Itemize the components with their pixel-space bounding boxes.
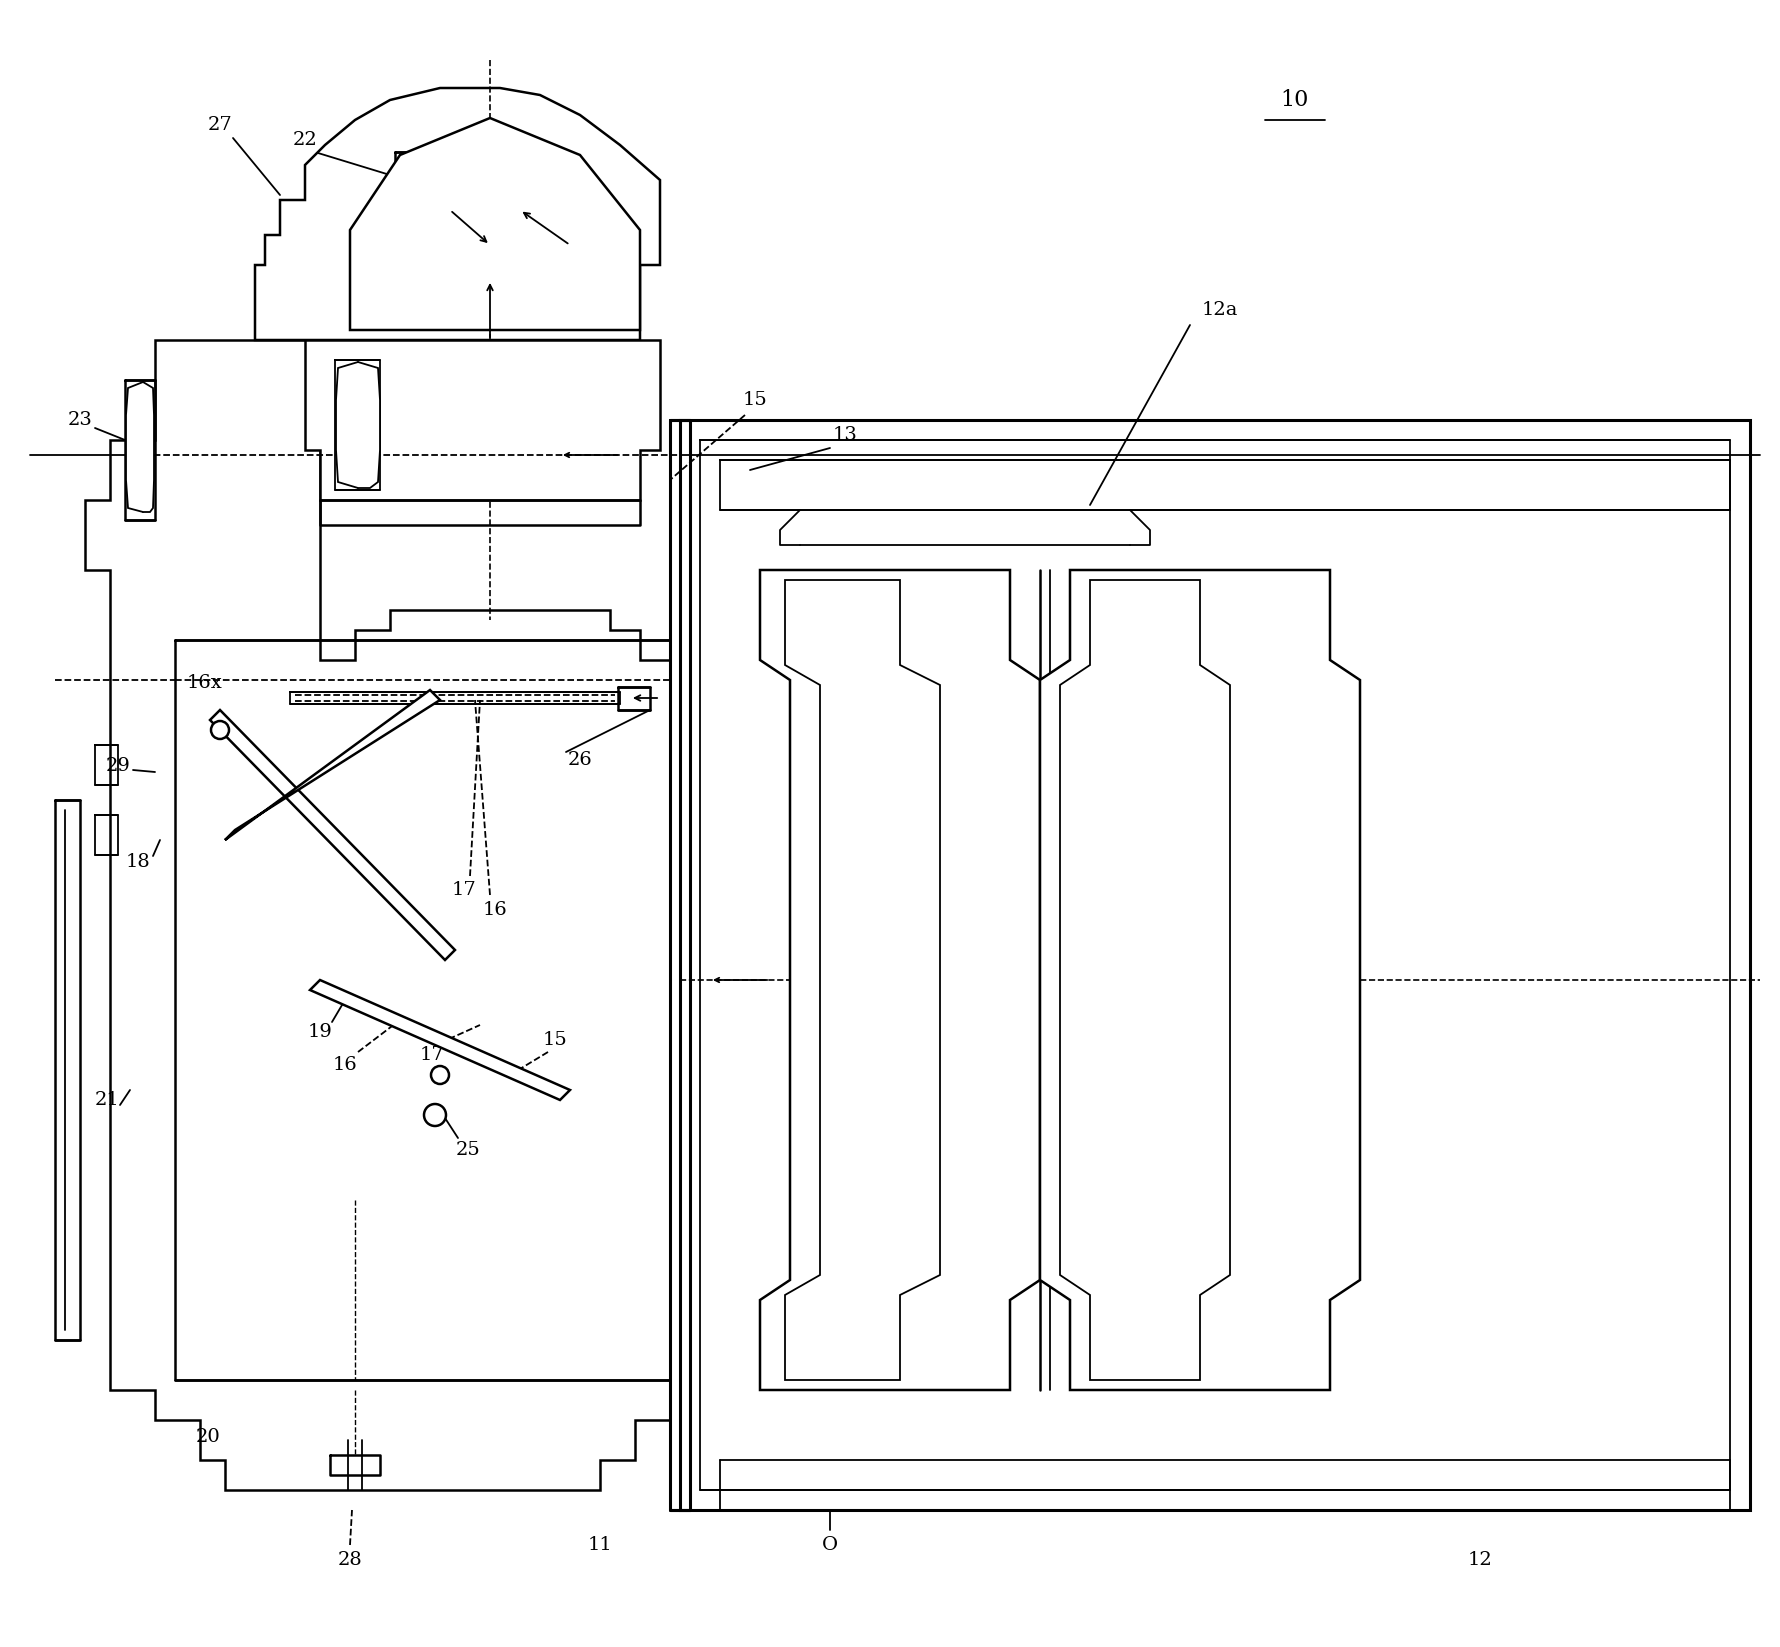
Polygon shape bbox=[1040, 570, 1360, 1390]
Text: 26: 26 bbox=[568, 751, 593, 769]
Text: 16: 16 bbox=[333, 1056, 358, 1074]
Polygon shape bbox=[310, 980, 570, 1100]
Polygon shape bbox=[224, 690, 440, 840]
Text: 25: 25 bbox=[456, 1141, 481, 1159]
Polygon shape bbox=[304, 339, 660, 501]
Polygon shape bbox=[351, 119, 639, 329]
Polygon shape bbox=[210, 710, 454, 960]
Polygon shape bbox=[1059, 580, 1230, 1380]
Circle shape bbox=[431, 1066, 449, 1084]
Text: 11: 11 bbox=[587, 1537, 612, 1555]
Text: 22: 22 bbox=[292, 132, 317, 148]
Text: 29: 29 bbox=[105, 758, 130, 776]
Text: 17: 17 bbox=[420, 1046, 445, 1064]
Text: 12: 12 bbox=[1467, 1551, 1492, 1570]
Text: 16: 16 bbox=[482, 901, 507, 919]
Text: 12a: 12a bbox=[1202, 301, 1237, 320]
Text: 17: 17 bbox=[452, 881, 475, 899]
Text: 13: 13 bbox=[831, 427, 856, 445]
Text: 15: 15 bbox=[543, 1031, 568, 1049]
Polygon shape bbox=[760, 570, 1040, 1390]
Text: 16x: 16x bbox=[187, 674, 222, 692]
Polygon shape bbox=[255, 87, 660, 339]
Circle shape bbox=[210, 721, 230, 740]
Text: 28: 28 bbox=[338, 1551, 361, 1570]
Circle shape bbox=[424, 1103, 445, 1127]
Text: 19: 19 bbox=[308, 1023, 333, 1041]
Polygon shape bbox=[126, 382, 153, 512]
Text: 18: 18 bbox=[126, 853, 150, 871]
Text: 20: 20 bbox=[196, 1428, 221, 1446]
Text: 15: 15 bbox=[742, 390, 767, 408]
Polygon shape bbox=[336, 362, 379, 488]
Polygon shape bbox=[785, 580, 940, 1380]
Text: 27: 27 bbox=[208, 115, 231, 133]
Polygon shape bbox=[680, 420, 1750, 1510]
Text: 23: 23 bbox=[68, 412, 93, 428]
Text: 10: 10 bbox=[1280, 89, 1308, 110]
Polygon shape bbox=[85, 339, 669, 1491]
Text: O: O bbox=[822, 1537, 838, 1555]
Text: 21: 21 bbox=[94, 1090, 119, 1108]
